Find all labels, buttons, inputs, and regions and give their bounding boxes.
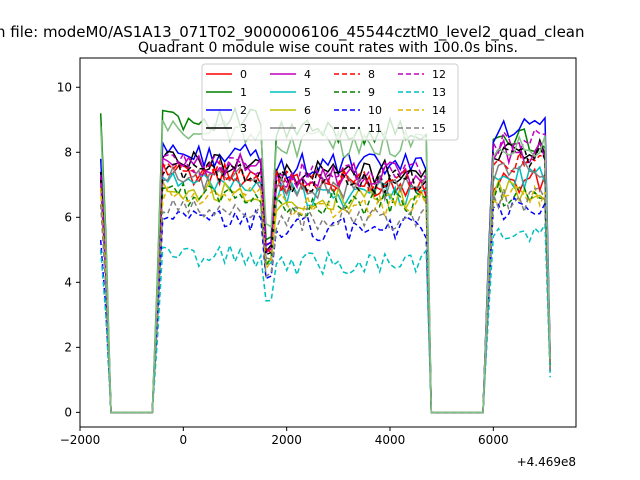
chart-title: Quadrant 0 module wise count rates with … [138, 40, 518, 56]
y-tick-label: 2 [64, 340, 72, 354]
x-offset-label: +4.469e8 [517, 455, 576, 469]
x-tick-label: 0 [180, 433, 188, 447]
y-tick-label: 8 [64, 145, 72, 159]
legend-label: 6 [304, 104, 311, 117]
legend-label: 8 [368, 68, 375, 81]
x-tick-label: 6000 [478, 433, 509, 447]
legend-label: 2 [240, 104, 247, 117]
series-layer [99, 106, 551, 414]
legend-label: 9 [368, 86, 375, 99]
legend-label: 1 [240, 86, 247, 99]
y-tick-label: 6 [64, 210, 72, 224]
legend-label: 10 [368, 104, 382, 117]
legend-label: 11 [368, 122, 382, 135]
legend-label: 14 [432, 104, 446, 117]
x-tick-label: 2000 [271, 433, 302, 447]
x-tick-label: 4000 [375, 433, 406, 447]
x-axis: −2000 0 2000 4000 6000 [60, 427, 509, 447]
chart-suptitle: n file: modeM0/AS1A13_071T02_9000006106_… [0, 23, 585, 42]
plot-frame [79, 57, 577, 428]
legend-label: 13 [432, 86, 446, 99]
legend-label: 7 [304, 122, 311, 135]
y-tick-label: 10 [57, 80, 72, 94]
y-tick-label: 4 [64, 275, 72, 289]
y-axis: 0 2 4 6 8 10 [57, 80, 80, 419]
legend-label: 4 [304, 68, 311, 81]
legend-frame [201, 63, 459, 141]
legend-label: 5 [304, 86, 311, 99]
x-tick-label: −2000 [60, 433, 101, 447]
legend-label: 15 [432, 122, 446, 135]
y-tick-label: 0 [64, 405, 72, 419]
legend-label: 3 [240, 122, 247, 135]
series-line-9 [99, 180, 551, 414]
legend-label: 0 [240, 68, 247, 81]
legend-label: 12 [432, 68, 446, 81]
